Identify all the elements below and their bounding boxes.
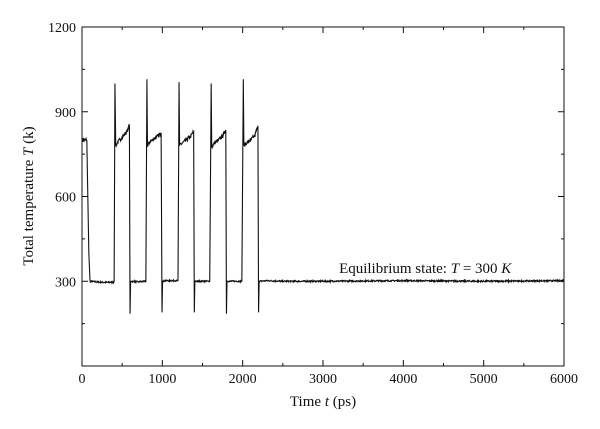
y-tick-label: 900	[55, 106, 76, 121]
x-tick-label: 6000	[550, 372, 578, 387]
x-tick-label: 3000	[309, 372, 337, 387]
x-tick-label: 2000	[229, 372, 257, 387]
axis-tick-labels: 0 1000 2000 3000 4000 5000 6000 300 600 900 1200	[48, 21, 578, 387]
y-tick-label: 1200	[48, 21, 76, 36]
x-tick-label: 1000	[148, 372, 176, 387]
x-axis-title-var: t	[325, 394, 330, 410]
annotation-unit: K	[500, 261, 512, 277]
x-tick-label: 0	[79, 372, 86, 387]
x-tick-label: 4000	[389, 372, 417, 387]
y-axis-title-var: T	[21, 146, 37, 156]
x-axis-title: Time t (ps)	[290, 394, 356, 410]
x-axis-title-prefix: Time	[290, 394, 325, 410]
y-tick-label: 600	[55, 191, 76, 206]
x-axis-title-suffix: (ps)	[329, 394, 356, 410]
equilibrium-annotation: Equilibrium state: T = 300 K	[339, 261, 512, 277]
annotation-eq: = 300	[459, 261, 501, 277]
temperature-series-line	[81, 79, 565, 314]
axis-ticks	[81, 26, 565, 366]
series-layer	[81, 79, 565, 314]
y-axis-title-prefix: Total temperature	[21, 156, 37, 266]
y-axis-title: Total temperature T (k)	[21, 126, 37, 265]
y-tick-label: 300	[55, 275, 76, 290]
annotation-prefix: Equilibrium state:	[339, 261, 451, 277]
annotation-var: T	[451, 261, 461, 277]
plot-area	[81, 26, 565, 367]
x-tick-label: 5000	[470, 372, 498, 387]
y-axis-title-suffix: (k)	[21, 126, 37, 147]
